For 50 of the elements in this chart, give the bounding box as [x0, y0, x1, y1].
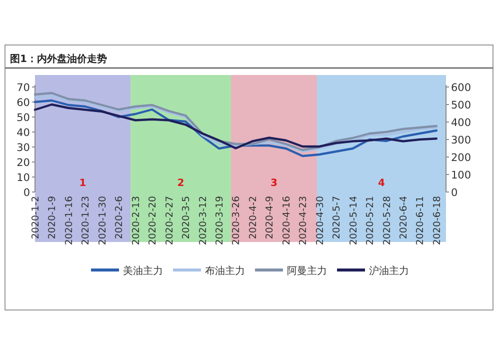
x-tick-label: 2020-2-6: [114, 196, 126, 240]
x-tick-label: 2020-4-16: [281, 196, 292, 246]
x-tick-label: 2020-5-14: [348, 196, 360, 246]
y-tick-label: 40: [16, 127, 30, 139]
x-tick-label: 2020-4-2: [248, 196, 259, 240]
y-tick-label: 60: [16, 97, 30, 109]
x-tick-label: 2020-6-11: [415, 196, 426, 246]
line-series: [34, 103, 438, 150]
y2-tick-label: 400: [451, 117, 472, 129]
x-tick-label: 2020-1-30: [97, 196, 108, 246]
x-tick-label: 2020-4-23: [298, 196, 310, 246]
band-label: 4: [378, 178, 385, 189]
x-tick-label: 2020-5-21: [365, 196, 376, 246]
y-tick-label: 0: [23, 187, 30, 199]
x-tick-label: 2020-5-28: [382, 196, 393, 246]
x-tick-label: 2020-6-18: [432, 196, 443, 246]
chart-title: 图1：内外盘油价走势: [10, 53, 107, 65]
x-tick-label: 2020-4-9: [264, 196, 276, 240]
x-tick-label: 2020-3-19: [214, 196, 226, 246]
y-tick-label: 10: [16, 172, 30, 184]
y2-tick-label: 500: [451, 100, 472, 112]
y2-tick-label: 100: [451, 170, 472, 182]
x-tick-label: 2020-1-2: [30, 196, 42, 240]
x-tick-label: 2020-2-20: [148, 196, 159, 246]
x-tick-label: 2020-3-5: [181, 196, 192, 240]
legend-label: 阿曼主力: [287, 265, 327, 277]
legend-label: 美油主力: [123, 265, 163, 277]
x-tick-label: 2020-5-7: [332, 196, 343, 240]
x-tick-label: 2020-6-4: [398, 196, 410, 240]
x-tick-label: 2020-1-16: [64, 196, 75, 246]
y-tick-label: 50: [16, 112, 30, 124]
y2-tick-label: 300: [451, 134, 472, 146]
x-tick-label: 2020-2-13: [130, 196, 142, 246]
band-label: 1: [79, 178, 86, 189]
band-label: 2: [177, 178, 184, 189]
y-tick-label: 20: [16, 157, 30, 169]
band-label: 3: [270, 178, 278, 189]
y-tick-label: 30: [16, 142, 30, 154]
x-tick-label: 2020-3-26: [231, 196, 242, 246]
x-tick-label: 2020-1-9: [47, 196, 58, 240]
y2-tick-label: 0: [451, 187, 458, 199]
x-tick-label: 2020-3-12: [198, 196, 209, 246]
y-tick-label: 70: [16, 82, 30, 94]
x-tick-label: 2020-1-23: [80, 196, 92, 246]
y2-tick-label: 200: [451, 152, 472, 164]
x-tick-label: 2020-4-30: [314, 196, 326, 246]
legend-label: 沪油主力: [369, 265, 409, 277]
y2-tick-label: 600: [451, 82, 472, 94]
legend-label: 布油主力: [205, 265, 245, 277]
x-tick-label: 2020-2-27: [164, 196, 176, 246]
